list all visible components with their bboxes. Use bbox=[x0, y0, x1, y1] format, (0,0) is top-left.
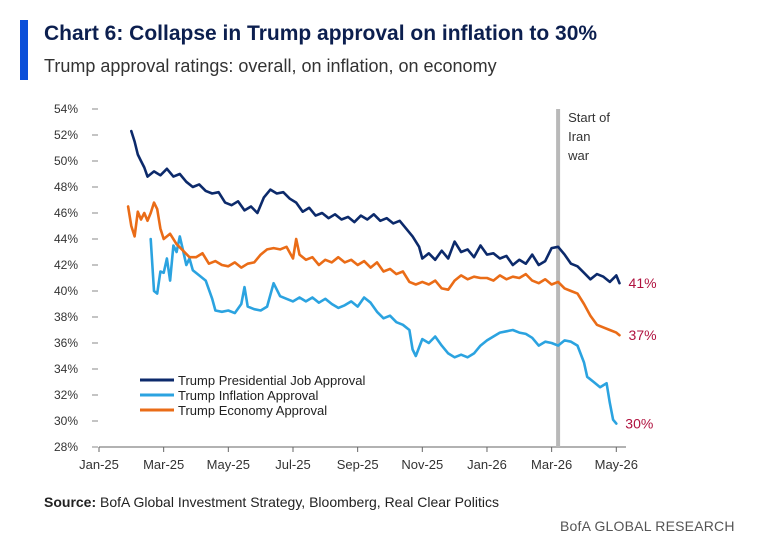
y-tick-label: 50% bbox=[54, 154, 78, 168]
annotation-text-line: Iran bbox=[568, 129, 590, 144]
brand-label: BofA GLOBAL RESEARCH bbox=[560, 518, 735, 534]
legend-label: Trump Presidential Job Approval bbox=[178, 373, 366, 388]
series-line-2 bbox=[126, 201, 621, 337]
end-label-2: 37% bbox=[629, 327, 657, 343]
x-axis: Jan-25 Mar-25 May-25 Jul-25 Sep-25 Nov-25 Jan-… bbox=[79, 446, 638, 472]
series-end-labels: 41% 30% 37% bbox=[625, 275, 656, 431]
chart-subtitle: Trump approval ratings: overall, on infl… bbox=[44, 56, 497, 76]
legend-label: Trump Economy Approval bbox=[178, 403, 327, 418]
x-tick-label: May-25 bbox=[207, 457, 250, 472]
y-tick-label: 30% bbox=[54, 414, 78, 428]
y-tick-label: 46% bbox=[54, 206, 78, 220]
x-tick-label: Mar-26 bbox=[531, 457, 572, 472]
y-tick-label: 44% bbox=[54, 232, 78, 246]
source-label: Source: bbox=[44, 494, 97, 510]
y-tick-label: 52% bbox=[54, 128, 78, 142]
y-tick-label: 38% bbox=[54, 310, 78, 324]
series-line-1 bbox=[149, 235, 618, 425]
x-tick-label: Jan-25 bbox=[79, 457, 119, 472]
y-axis: 28% 30% 32% 34% 36% 38% 40% 42% 44% 46% 48% 50% 52% 5… bbox=[54, 102, 98, 454]
x-tick-label: Sep-25 bbox=[337, 457, 379, 472]
source-text: BofA Global Investment Strategy, Bloombe… bbox=[100, 494, 499, 510]
y-tick-label: 36% bbox=[54, 336, 78, 350]
source-note: Source: BofA Global Investment Strategy,… bbox=[44, 494, 499, 510]
chart-title: Chart 6: Collapse in Trump approval on i… bbox=[44, 22, 598, 45]
iran-war-annotation: Start of Iran war bbox=[556, 109, 610, 447]
y-tick-label: 42% bbox=[54, 258, 78, 272]
legend-label: Trump Inflation Approval bbox=[178, 388, 319, 403]
y-tick-label: 40% bbox=[54, 284, 78, 298]
annotation-text-line: war bbox=[567, 148, 590, 163]
y-tick-label: 28% bbox=[54, 440, 78, 454]
series-line-0 bbox=[130, 129, 621, 285]
annotation-text-line: Start of bbox=[568, 110, 610, 125]
series-lines bbox=[126, 129, 621, 425]
y-tick-label: 48% bbox=[54, 180, 78, 194]
end-label-1: 30% bbox=[625, 416, 653, 432]
x-tick-label: Jan-26 bbox=[467, 457, 507, 472]
y-tick-label: 32% bbox=[54, 388, 78, 402]
x-tick-label: May-26 bbox=[595, 457, 638, 472]
title-accent-bar bbox=[20, 20, 28, 80]
y-tick-label: 54% bbox=[54, 102, 78, 116]
y-tick-label: 34% bbox=[54, 362, 78, 376]
x-tick-label: Nov-25 bbox=[401, 457, 443, 472]
x-tick-label: Jul-25 bbox=[275, 457, 310, 472]
end-label-0: 41% bbox=[629, 275, 657, 291]
x-tick-label: Mar-25 bbox=[143, 457, 184, 472]
